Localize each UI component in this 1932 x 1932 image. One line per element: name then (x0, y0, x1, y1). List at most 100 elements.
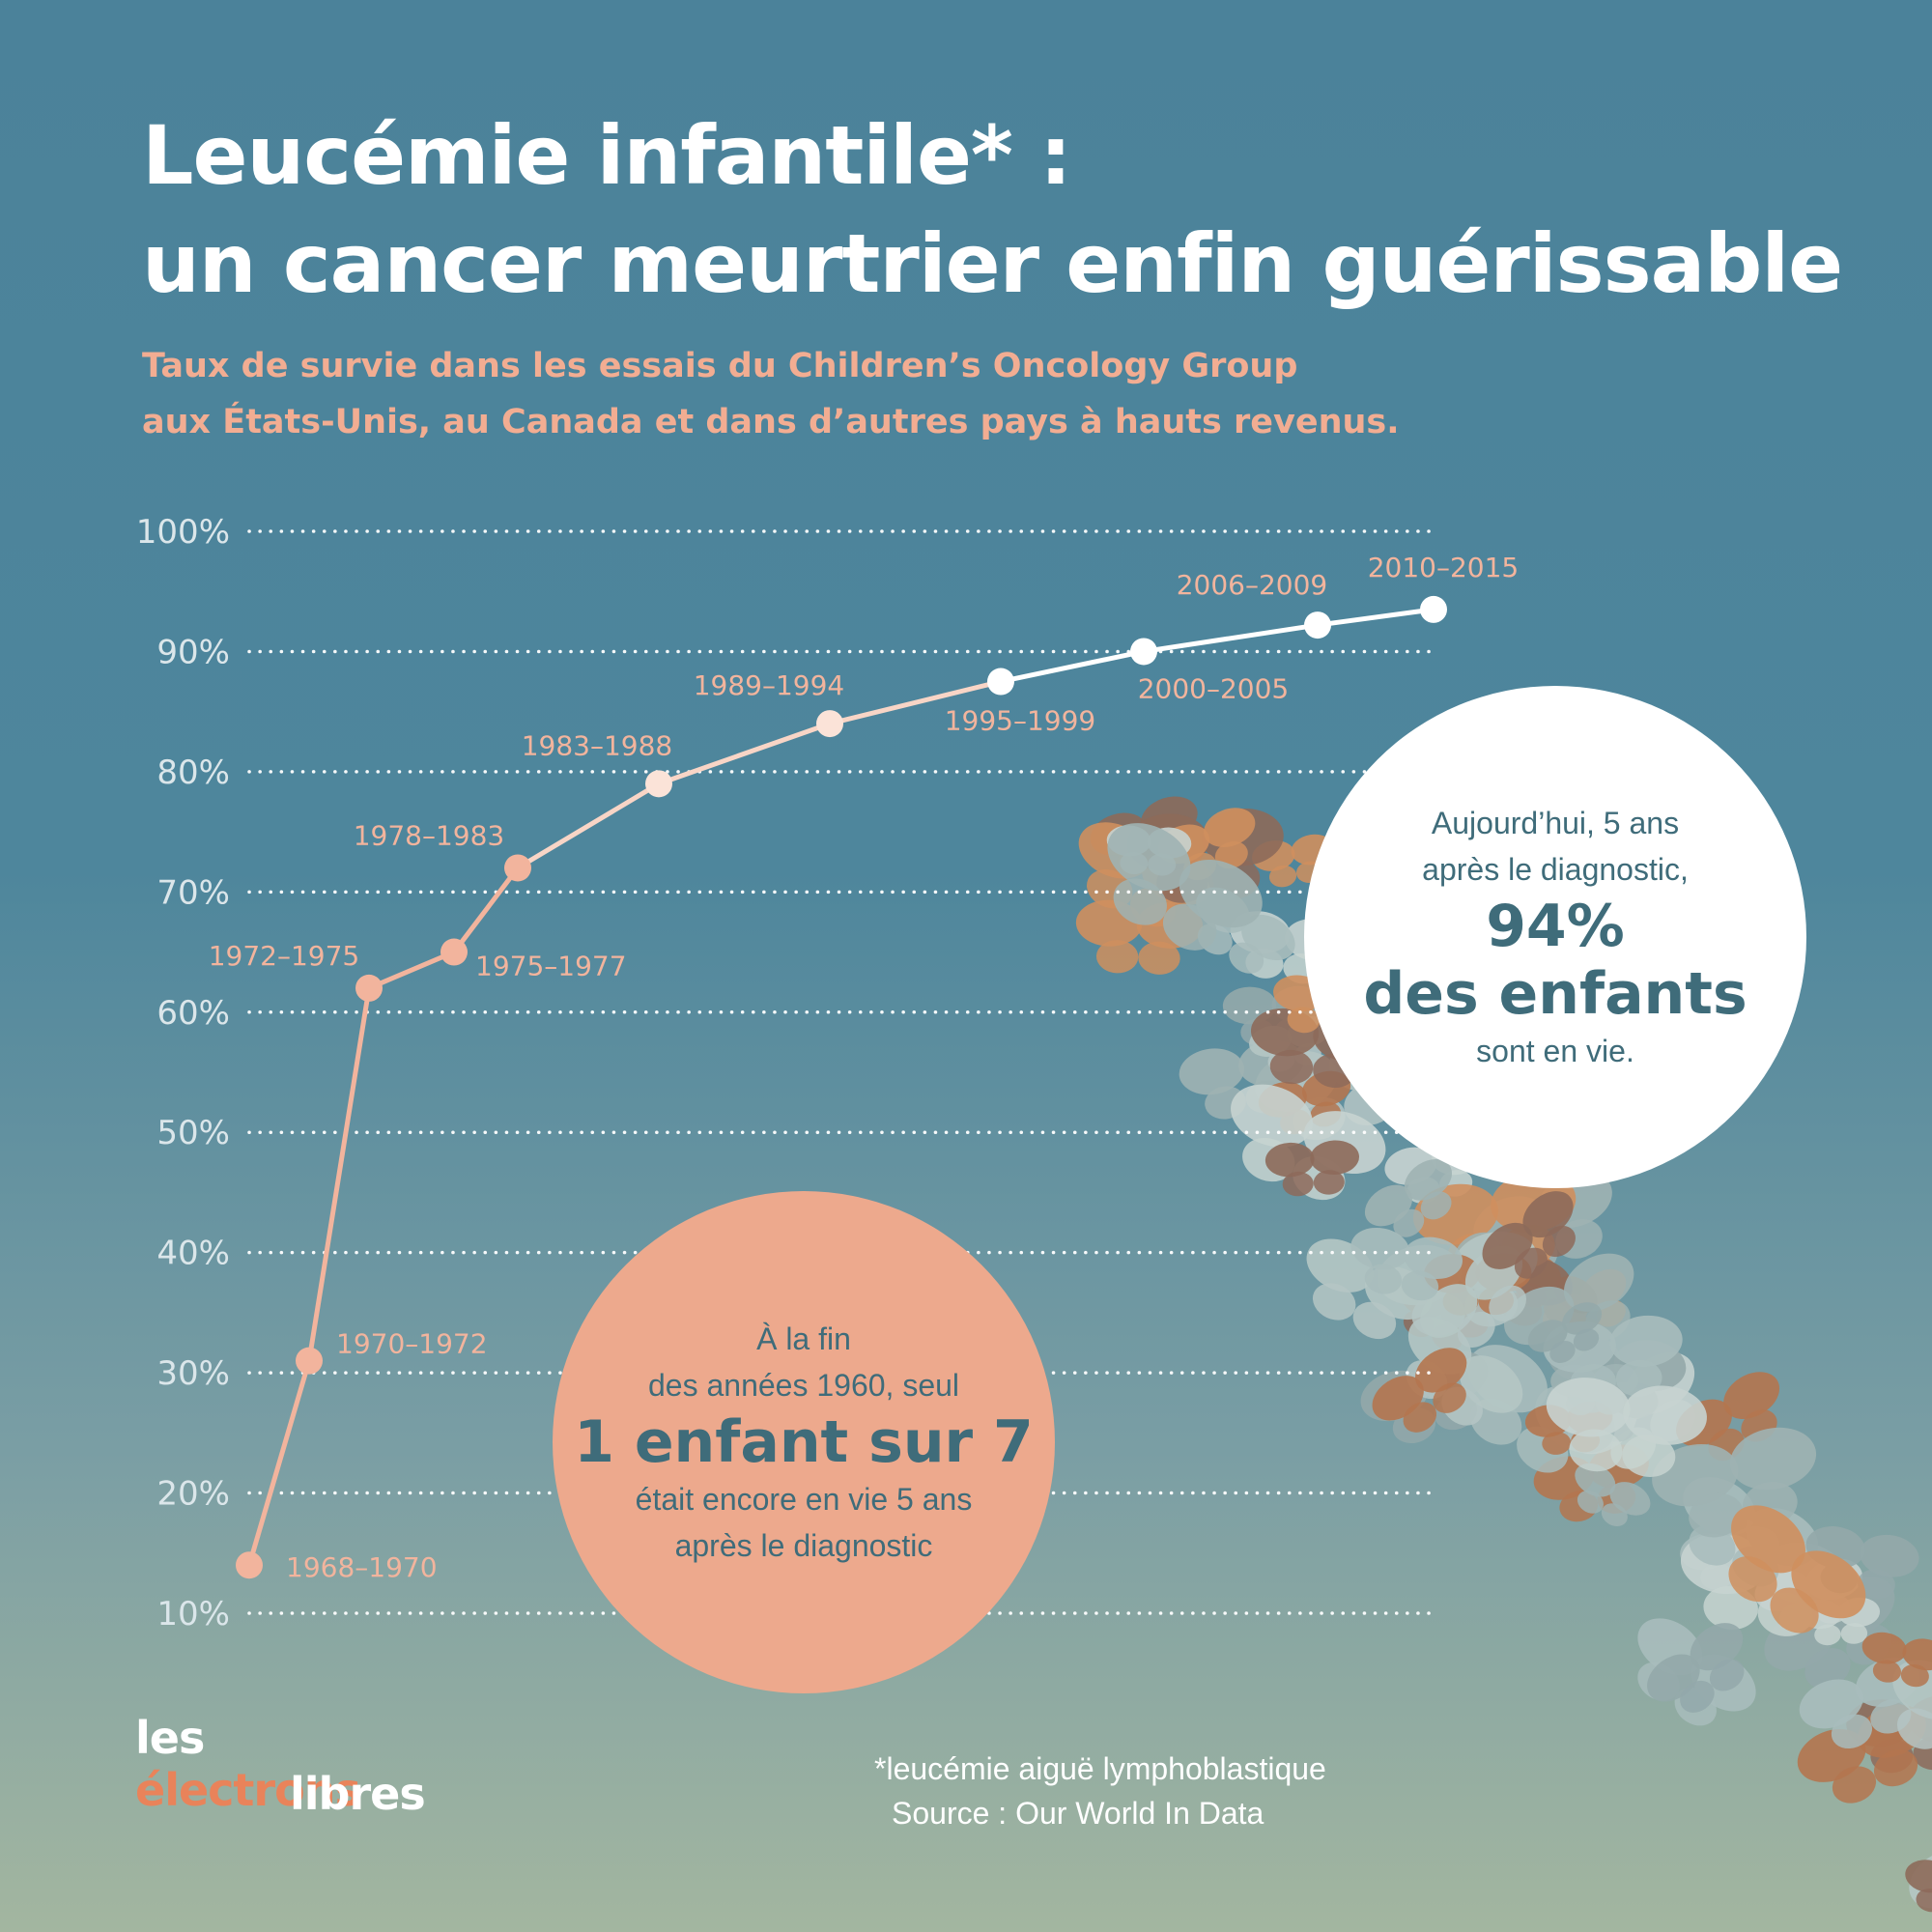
butterfly-shape (1861, 1632, 1932, 1688)
subtitle-line-1: Taux de survie dans les essais du Childr… (142, 347, 1298, 385)
callout-past-highlight: 1 enfant sur 7 (574, 1408, 1034, 1476)
butterfly-wing (1690, 1623, 1744, 1671)
butterfly-shape (1728, 1505, 1866, 1634)
butterfly-wing (1514, 1247, 1548, 1279)
y-tick-label: 30% (156, 1354, 230, 1393)
series-segment (246, 1358, 312, 1568)
data-point (355, 974, 383, 1002)
callout-today-circle: Aujourd’hui, 5 ans après le diagnostic, … (1304, 686, 1806, 1188)
title-line-2: un cancer meurtrier enfin guérissable (142, 216, 1843, 311)
butterfly-wing (1575, 1463, 1616, 1497)
period-label: 1968–1970 (286, 1551, 438, 1583)
butterfly-wing (1264, 1142, 1315, 1178)
butterfly-wing (1569, 1429, 1623, 1472)
callout-past-line-4: après le diagnostic (674, 1528, 933, 1563)
callout-today-highlight-1: 94% (1486, 893, 1625, 960)
butterfly-wing (1549, 1341, 1576, 1363)
butterfly-wing (1350, 1227, 1409, 1270)
series-segment (656, 721, 833, 786)
period-label: 1989–1994 (694, 669, 845, 701)
butterfly-shape (1575, 1463, 1651, 1526)
butterfly-wing (1770, 1587, 1819, 1634)
butterfly-wing (1313, 1170, 1345, 1195)
butterfly-wing (1916, 1889, 1932, 1913)
y-tick-label: 60% (156, 994, 230, 1033)
series-segment (1315, 607, 1436, 628)
butterfly-wing (1204, 808, 1256, 847)
butterfly-shape (1107, 823, 1263, 951)
butterfly-wing (1860, 1534, 1919, 1577)
survival-series (236, 595, 1447, 1579)
period-labels: 1968–1970 1970–1972 1972–1975 1975–1977 1978… (209, 552, 1520, 1583)
butterfly-wing (1731, 1505, 1805, 1574)
callout-today-line-2: après le diagnostic, (1422, 852, 1689, 887)
callout-past-circle: À la fin des années 1960, seul 1 enfant … (553, 1191, 1055, 1693)
data-point (504, 854, 531, 882)
butterfly-wing (1723, 1372, 1780, 1419)
logo-word-libres: libres (290, 1768, 426, 1820)
data-point (645, 770, 672, 798)
butterfly-shape (1264, 1140, 1359, 1197)
butterfly-wing (1352, 1301, 1397, 1340)
title-line-1: Leucémie infantile* : (142, 108, 1072, 203)
y-tick-label: 10% (156, 1595, 230, 1634)
y-tick-label: 90% (156, 633, 230, 671)
butterfly-wing (1393, 1208, 1425, 1237)
period-label: 1983–1988 (522, 729, 673, 761)
period-label: 1995–1999 (945, 705, 1096, 737)
y-tick-label: 40% (156, 1235, 230, 1273)
butterfly-wing (1162, 903, 1217, 951)
butterfly-wing (1403, 1402, 1437, 1433)
butterfly-shape (1482, 1191, 1576, 1279)
butterfly-wing (1107, 823, 1191, 892)
y-tick-label: 100% (136, 513, 230, 552)
butterfly-wing (1709, 1659, 1745, 1691)
butterfly-wing (1832, 1766, 1877, 1804)
butterfly-wing (1312, 1283, 1356, 1321)
logo-word-les: les (135, 1712, 205, 1764)
butterfly-wing (1573, 1328, 1600, 1351)
butterfly-wing (1609, 1315, 1683, 1367)
butterfly-wing (1542, 1432, 1572, 1455)
period-label: 2000–2005 (1138, 672, 1290, 704)
butterfly-wing (1095, 940, 1139, 974)
y-tick-label: 80% (156, 753, 230, 792)
butterfly-wing (1229, 942, 1264, 974)
data-point (440, 938, 468, 966)
logo-line-1: les électrons (135, 1712, 425, 1816)
data-point (296, 1347, 323, 1375)
period-label: 2010–2015 (1368, 552, 1520, 583)
series-segment (998, 648, 1147, 685)
butterfly-wing (1364, 1264, 1403, 1294)
data-point (236, 1551, 263, 1579)
y-tick-label: 20% (156, 1475, 230, 1514)
butterfly-wing (1840, 1623, 1868, 1644)
butterfly-shape (1905, 1860, 1932, 1913)
period-label: 1978–1983 (354, 819, 505, 851)
callout-past-line-2: des années 1960, seul (647, 1368, 960, 1403)
data-point (1420, 595, 1447, 623)
butterfly-wing (1310, 1140, 1359, 1176)
butterfly-wing (1404, 1236, 1463, 1280)
callout-today-line-1: Aujourd’hui, 5 ans (1431, 806, 1680, 840)
butterfly-wing (1546, 1378, 1631, 1437)
series-segment (515, 781, 662, 870)
butterfly-wing (1113, 878, 1167, 925)
butterfly-wing (1489, 1285, 1527, 1321)
butterfly-wing (1814, 1624, 1841, 1646)
butterfly-shape (1652, 1427, 1817, 1538)
period-label: 1975–1977 (475, 951, 627, 982)
butterfly-wing (1622, 1435, 1676, 1477)
butterfly-wing (1577, 1490, 1604, 1514)
footnote-definition: *leucémie aiguë lymphoblastique (874, 1751, 1326, 1786)
butterfly-wing (1420, 1191, 1452, 1220)
butterfly-wing (1900, 1663, 1929, 1688)
y-tick-label: 50% (156, 1114, 230, 1152)
data-point (987, 668, 1014, 696)
butterfly-wing (1861, 1632, 1907, 1664)
butterfly-shape (1372, 1348, 1467, 1433)
page-subtitle: Taux de survie dans les essais du Childr… (142, 338, 1400, 450)
butterfly-wing (1831, 1714, 1873, 1749)
subtitle-line-2: aux États-Unis, au Canada et dans d’autr… (142, 403, 1400, 441)
butterfly-wing (1872, 1660, 1902, 1683)
